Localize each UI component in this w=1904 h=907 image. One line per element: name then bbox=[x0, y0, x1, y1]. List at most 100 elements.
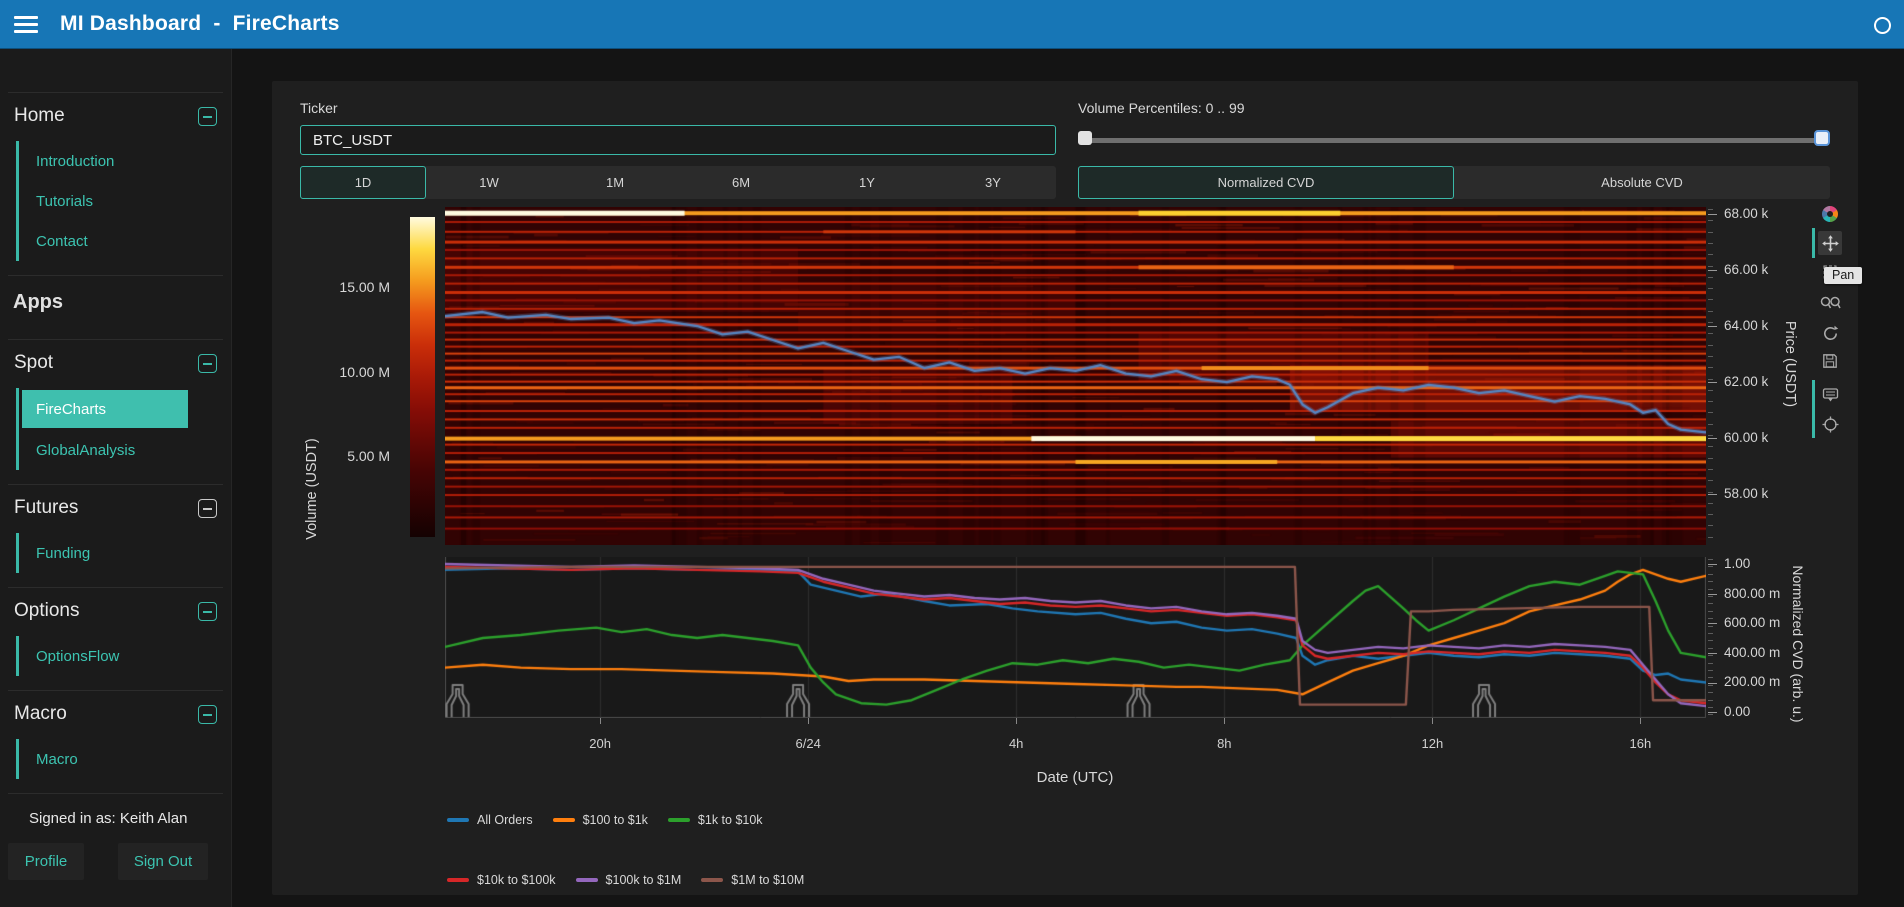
volume-heatmap-canvas[interactable] bbox=[445, 207, 1706, 545]
legend-item-all-orders[interactable]: All Orders bbox=[447, 813, 533, 827]
x-tick-label: 6/24 bbox=[795, 736, 821, 751]
volume-colorbar bbox=[410, 217, 435, 537]
legend-label: $1k to $10k bbox=[697, 813, 763, 827]
price-axis-title: Price (USDT) bbox=[1782, 320, 1798, 408]
minor-tick bbox=[1708, 502, 1713, 504]
x-tick-mark bbox=[808, 718, 810, 724]
minor-tick bbox=[1708, 310, 1713, 312]
collapse-minus-icon[interactable] bbox=[198, 107, 217, 126]
sidebar-item-firecharts[interactable]: FireCharts bbox=[0, 388, 231, 430]
cvd-tick-label: 800.00 m bbox=[1724, 585, 1781, 601]
minor-tick bbox=[1708, 468, 1713, 470]
minus-icon bbox=[203, 610, 212, 613]
sidebar-item-optionsflow[interactable]: OptionsFlow bbox=[0, 636, 231, 676]
minor-tick bbox=[1708, 707, 1713, 708]
colorbar-tick-label: 5.00 M bbox=[347, 448, 390, 465]
minor-tick bbox=[1708, 412, 1713, 414]
legend-item--1k-to-10k[interactable]: $1k to $10k bbox=[667, 813, 763, 827]
app-title: MI Dashboard - FireCharts bbox=[60, 12, 340, 35]
minor-tick bbox=[1708, 633, 1713, 634]
minor-tick bbox=[1708, 670, 1713, 671]
sidebar-item-label: Macro bbox=[36, 750, 78, 768]
sidebar-item-funding[interactable]: Funding bbox=[0, 533, 231, 573]
range-button-bar: 1D 1W 1M 6M 1Y 3Y bbox=[300, 166, 1056, 199]
hover-labels-icon[interactable] bbox=[1818, 383, 1842, 407]
pan-icon[interactable] bbox=[1818, 231, 1842, 255]
profile-button[interactable]: Profile bbox=[8, 843, 84, 880]
minor-tick bbox=[1708, 220, 1713, 222]
sidebar-footer: Signed in as: Keith Alan Profile Sign Ou… bbox=[0, 794, 231, 880]
minor-tick bbox=[1708, 559, 1713, 560]
minor-tick bbox=[1708, 378, 1713, 380]
range-button-3y[interactable]: 3Y bbox=[930, 166, 1056, 199]
minor-tick bbox=[1708, 276, 1713, 278]
item-accent-bar bbox=[16, 221, 19, 261]
percentile-slider-track[interactable] bbox=[1082, 138, 1822, 143]
x-tick-label: 4h bbox=[1008, 736, 1024, 751]
collapse-minus-icon[interactable] bbox=[198, 705, 217, 724]
x-tick-label: 20h bbox=[589, 736, 611, 751]
sidebar-item-tutorials[interactable]: Tutorials bbox=[0, 181, 231, 221]
ticker-input[interactable] bbox=[300, 125, 1056, 155]
minor-tick bbox=[1708, 610, 1713, 612]
sidebar-item-contact[interactable]: Contact bbox=[0, 221, 231, 261]
sidebar-item-introduction[interactable]: Introduction bbox=[0, 141, 231, 181]
sidebar-item-label: Contact bbox=[36, 232, 88, 250]
legend-item--1m-to-10m[interactable]: $1M to $10M bbox=[701, 873, 804, 887]
minor-tick bbox=[1708, 389, 1713, 391]
legend-item--100k-to-1m[interactable]: $100k to $1M bbox=[575, 873, 681, 887]
percentile-slider-handle-high[interactable] bbox=[1814, 130, 1830, 146]
minor-tick bbox=[1708, 647, 1713, 649]
cvd-line-canvas[interactable] bbox=[445, 557, 1706, 718]
mode-button-normalized-cvd[interactable]: Normalized CVD bbox=[1078, 166, 1454, 199]
sign-out-button[interactable]: Sign Out bbox=[118, 843, 208, 880]
sidebar-item-macro[interactable]: Macro bbox=[0, 739, 231, 779]
sidebar: Home Introduction Tutorials Contact Apps Spot… bbox=[0, 48, 232, 907]
major-tick bbox=[1708, 593, 1717, 595]
divider bbox=[8, 587, 223, 588]
legend-label: All Orders bbox=[477, 813, 533, 827]
section-title: Futures bbox=[14, 497, 79, 518]
major-tick bbox=[1708, 214, 1717, 215]
legend-row: $10k to $100k $100k to $1M $1M to $10M bbox=[447, 873, 804, 887]
range-button-1m[interactable]: 1M bbox=[552, 166, 678, 199]
volume-axis-title: Volume (USDT) bbox=[304, 438, 320, 540]
range-button-6m[interactable]: 6M bbox=[678, 166, 804, 199]
item-accent-bar bbox=[16, 388, 19, 430]
sidebar-item-label: Introduction bbox=[36, 152, 115, 170]
sidebar-item-label: FireCharts bbox=[36, 400, 107, 418]
minor-tick bbox=[1708, 625, 1713, 627]
spikelines-icon[interactable] bbox=[1818, 412, 1842, 436]
minor-tick bbox=[1708, 367, 1713, 369]
minor-tick bbox=[1708, 265, 1713, 267]
save-icon[interactable] bbox=[1818, 349, 1842, 373]
zoom-in-out-icon[interactable] bbox=[1818, 291, 1842, 315]
hamburger-icon[interactable] bbox=[14, 15, 38, 33]
major-tick bbox=[1708, 494, 1717, 495]
legend-swatch bbox=[667, 818, 690, 822]
sidebar-item-globalanalysis[interactable]: GlobalAnalysis bbox=[0, 430, 231, 470]
user-circle-icon[interactable] bbox=[1874, 17, 1891, 34]
legend-swatch bbox=[552, 818, 575, 822]
plotly-logo-icon[interactable] bbox=[1818, 202, 1842, 226]
legend-item--100-to-1k[interactable]: $100 to $1k bbox=[552, 813, 648, 827]
item-accent-bar bbox=[16, 181, 19, 221]
collapse-minus-icon[interactable] bbox=[198, 354, 217, 373]
mode-button-absolute-cvd[interactable]: Absolute CVD bbox=[1454, 166, 1830, 199]
divider bbox=[8, 92, 223, 93]
collapse-minus-icon[interactable] bbox=[198, 602, 217, 621]
minor-tick bbox=[1708, 401, 1713, 403]
date-axis-title: Date (UTC) bbox=[1036, 769, 1114, 786]
reset-axes-icon[interactable] bbox=[1818, 321, 1842, 345]
legend-item--10k-to-100k[interactable]: $10k to $100k bbox=[447, 873, 556, 887]
legend-row: All Orders $100 to $1k $1k to $10k bbox=[447, 813, 763, 827]
percentile-slider-handle-low[interactable] bbox=[1078, 131, 1092, 145]
cvd-tick-label: 1.00 bbox=[1724, 555, 1751, 571]
collapse-minus-icon[interactable] bbox=[198, 499, 217, 518]
minor-tick bbox=[1708, 566, 1713, 568]
sidebar-section-header: Futures bbox=[0, 485, 231, 523]
range-button-1d[interactable]: 1D bbox=[300, 166, 426, 199]
range-button-1w[interactable]: 1W bbox=[426, 166, 552, 199]
legend-swatch bbox=[701, 878, 724, 882]
range-button-1y[interactable]: 1Y bbox=[804, 166, 930, 199]
